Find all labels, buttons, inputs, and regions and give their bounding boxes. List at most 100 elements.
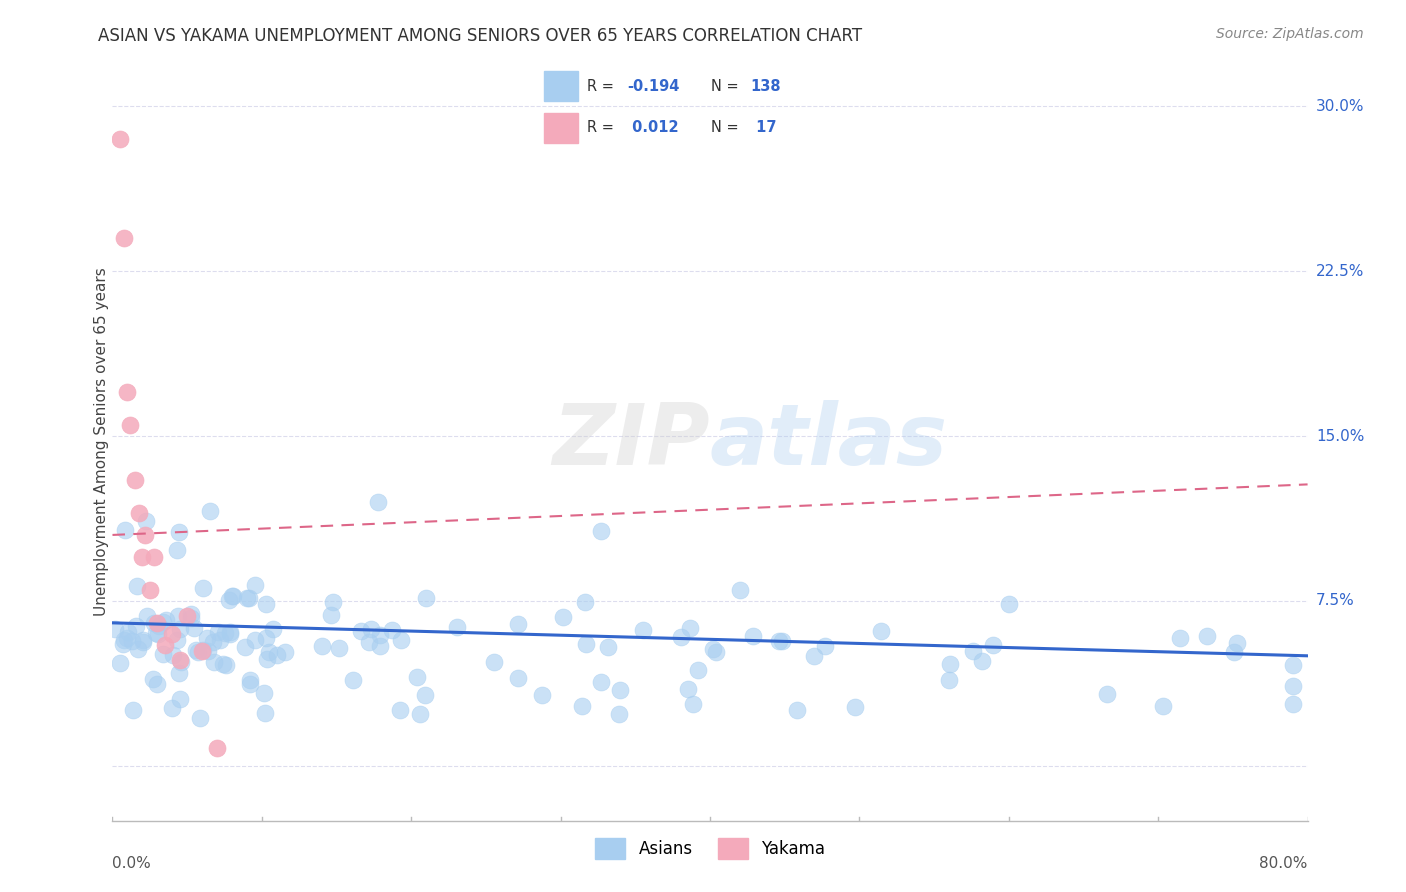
- Point: [121, 634, 143, 648]
- Point: [167, 525, 190, 540]
- Point: [135, 514, 157, 528]
- Point: [222, 590, 245, 604]
- Point: [679, 622, 702, 636]
- Point: [146, 615, 169, 630]
- Point: [169, 653, 191, 667]
- Point: [197, 643, 219, 657]
- Text: 0.0%: 0.0%: [112, 855, 152, 871]
- Point: [814, 640, 837, 654]
- Point: [167, 665, 190, 680]
- Point: [114, 523, 136, 537]
- Point: [205, 741, 228, 756]
- Text: 80.0%: 80.0%: [1260, 855, 1308, 871]
- Point: [191, 643, 214, 657]
- Point: [218, 593, 240, 607]
- Point: [148, 619, 170, 633]
- Point: [152, 648, 174, 662]
- Point: [446, 620, 468, 634]
- Point: [209, 632, 232, 647]
- Text: 138: 138: [751, 79, 782, 94]
- Text: 22.5%: 22.5%: [1316, 264, 1364, 278]
- Point: [406, 670, 429, 684]
- Point: [170, 655, 193, 669]
- Point: [1281, 697, 1303, 711]
- Point: [124, 619, 146, 633]
- Point: [153, 638, 176, 652]
- Point: [134, 528, 156, 542]
- Point: [388, 703, 411, 717]
- Point: [160, 700, 183, 714]
- Point: [939, 657, 962, 671]
- Point: [184, 642, 207, 657]
- Point: [127, 641, 149, 656]
- Point: [686, 663, 709, 677]
- Point: [368, 628, 391, 642]
- Text: R =: R =: [586, 120, 619, 135]
- Point: [239, 677, 262, 691]
- Point: [972, 655, 994, 669]
- Point: [111, 636, 134, 650]
- Point: [193, 581, 215, 595]
- Point: [139, 582, 162, 597]
- Point: [1281, 679, 1303, 693]
- Point: [207, 625, 229, 640]
- Point: [108, 656, 131, 670]
- Point: [669, 630, 692, 644]
- Point: [198, 504, 221, 518]
- Point: [350, 624, 373, 639]
- Text: 0.012: 0.012: [627, 120, 679, 135]
- Text: N =: N =: [710, 120, 742, 135]
- Point: [215, 658, 238, 673]
- Point: [1281, 658, 1303, 673]
- Point: [117, 385, 139, 400]
- Point: [195, 631, 218, 645]
- Text: atlas: atlas: [710, 400, 948, 483]
- Point: [114, 231, 135, 245]
- Point: [803, 648, 825, 663]
- Point: [191, 644, 214, 658]
- Point: [342, 673, 364, 687]
- Point: [506, 671, 529, 685]
- Point: [128, 506, 150, 520]
- Point: [142, 672, 165, 686]
- Text: N =: N =: [710, 79, 742, 94]
- Point: [266, 648, 288, 662]
- Point: [239, 673, 262, 687]
- Point: [998, 598, 1021, 612]
- Point: [938, 673, 960, 687]
- Text: 17: 17: [751, 120, 776, 135]
- Point: [482, 656, 505, 670]
- Point: [1197, 629, 1219, 643]
- Point: [169, 692, 191, 706]
- Point: [180, 607, 202, 622]
- Point: [770, 634, 793, 648]
- Point: [1226, 636, 1249, 650]
- Point: [253, 686, 276, 700]
- Point: [1223, 645, 1246, 659]
- Point: [1168, 631, 1191, 645]
- Point: [212, 657, 235, 671]
- Point: [571, 698, 593, 713]
- Point: [359, 634, 381, 648]
- Y-axis label: Unemployment Among Seniors over 65 years: Unemployment Among Seniors over 65 years: [94, 268, 108, 615]
- Text: Source: ZipAtlas.com: Source: ZipAtlas.com: [1216, 27, 1364, 41]
- Point: [202, 634, 225, 648]
- Point: [367, 495, 389, 509]
- Point: [132, 634, 155, 648]
- Point: [124, 473, 146, 487]
- Point: [256, 652, 278, 666]
- Point: [328, 641, 350, 656]
- Point: [108, 132, 131, 146]
- Point: [389, 633, 412, 648]
- Bar: [544, 71, 578, 101]
- Point: [869, 624, 891, 639]
- Point: [238, 591, 260, 605]
- Point: [219, 624, 242, 639]
- Point: [187, 645, 209, 659]
- Point: [122, 703, 145, 717]
- Point: [202, 655, 225, 669]
- Text: 15.0%: 15.0%: [1316, 428, 1364, 443]
- Point: [598, 640, 620, 655]
- Point: [257, 645, 280, 659]
- Point: [574, 637, 596, 651]
